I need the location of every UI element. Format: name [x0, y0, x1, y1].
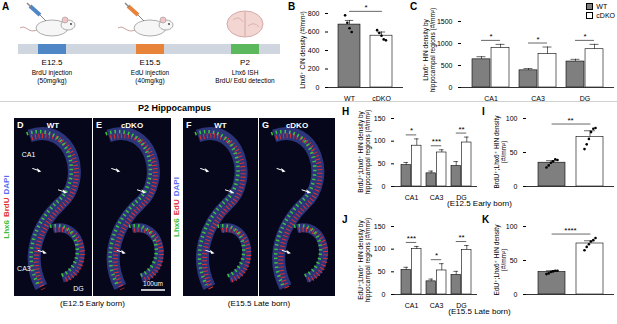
- svg-text:***: ***: [432, 137, 441, 146]
- svg-text:600: 600: [308, 28, 320, 35]
- svg-text:50: 50: [378, 160, 386, 167]
- svg-text:200: 200: [308, 65, 320, 72]
- svg-text:EdU injection: EdU injection: [131, 69, 170, 77]
- svg-text:WT: WT: [47, 121, 60, 130]
- svg-text:50: 50: [510, 149, 518, 156]
- svg-text:CA1: CA1: [405, 302, 419, 309]
- svg-text:CA1: CA1: [22, 151, 36, 158]
- svg-text:CA3: CA3: [430, 302, 444, 309]
- svg-text:WT: WT: [344, 95, 356, 102]
- svg-text:D: D: [17, 120, 24, 130]
- svg-text:150: 150: [374, 223, 386, 230]
- svg-text:G: G: [262, 120, 269, 130]
- svg-text:A: A: [2, 1, 9, 12]
- svg-text:100um: 100um: [143, 280, 163, 287]
- svg-text:CA1: CA1: [484, 95, 498, 102]
- svg-text:***: ***: [407, 234, 416, 243]
- svg-text:E12.5: E12.5: [42, 58, 63, 67]
- svg-text:*: *: [536, 35, 539, 44]
- svg-text:**: **: [567, 116, 573, 125]
- svg-text:100: 100: [506, 115, 518, 122]
- svg-text:400: 400: [308, 47, 320, 54]
- svg-text:100: 100: [374, 245, 386, 252]
- svg-text:DG: DG: [580, 95, 591, 102]
- svg-text:E15.5: E15.5: [140, 58, 161, 67]
- svg-text:Lhx6 ISH: Lhx6 ISH: [232, 69, 259, 76]
- svg-text:BrdU injection: BrdU injection: [32, 69, 73, 77]
- svg-text:*: *: [489, 32, 492, 41]
- svg-text:E: E: [96, 120, 102, 130]
- svg-text:**: **: [458, 233, 464, 242]
- svg-text:0: 0: [316, 84, 320, 91]
- svg-text:CA1: CA1: [405, 194, 419, 201]
- svg-text:50: 50: [510, 257, 518, 264]
- svg-text:100: 100: [506, 223, 518, 230]
- svg-text:****: ****: [564, 226, 576, 235]
- svg-text:cDKO: cDKO: [121, 121, 143, 130]
- svg-text:0: 0: [514, 291, 518, 298]
- svg-text:100: 100: [374, 137, 386, 144]
- svg-text:0: 0: [382, 291, 386, 298]
- svg-text:(50mg/kg): (50mg/kg): [37, 77, 66, 85]
- svg-text:CA3: CA3: [430, 194, 444, 201]
- svg-text:DG: DG: [73, 285, 84, 292]
- svg-text:CA3: CA3: [531, 95, 545, 102]
- svg-text:cDKO: cDKO: [372, 95, 391, 102]
- svg-text:0: 0: [514, 183, 518, 190]
- svg-text:P2: P2: [240, 58, 250, 67]
- svg-text:*: *: [364, 3, 367, 12]
- svg-text:500: 500: [441, 62, 453, 69]
- svg-text:50: 50: [378, 268, 386, 275]
- svg-text:150: 150: [374, 115, 386, 122]
- svg-text:800: 800: [308, 10, 320, 17]
- svg-text:F: F: [186, 120, 192, 130]
- svg-text:BrdU/ EdU detection: BrdU/ EdU detection: [215, 77, 275, 84]
- svg-text:CA3: CA3: [17, 265, 31, 272]
- svg-text:1500: 1500: [437, 18, 453, 25]
- svg-text:0: 0: [382, 183, 386, 190]
- svg-text:*: *: [435, 251, 438, 260]
- svg-text:1000: 1000: [437, 40, 453, 47]
- svg-text:cDKO: cDKO: [286, 121, 308, 130]
- svg-text:0: 0: [449, 84, 453, 91]
- svg-text:**: **: [458, 125, 464, 134]
- svg-text:(40mg/kg): (40mg/kg): [135, 77, 164, 85]
- svg-text:*: *: [583, 32, 586, 41]
- svg-text:*: *: [410, 126, 413, 135]
- svg-text:WT: WT: [214, 121, 227, 130]
